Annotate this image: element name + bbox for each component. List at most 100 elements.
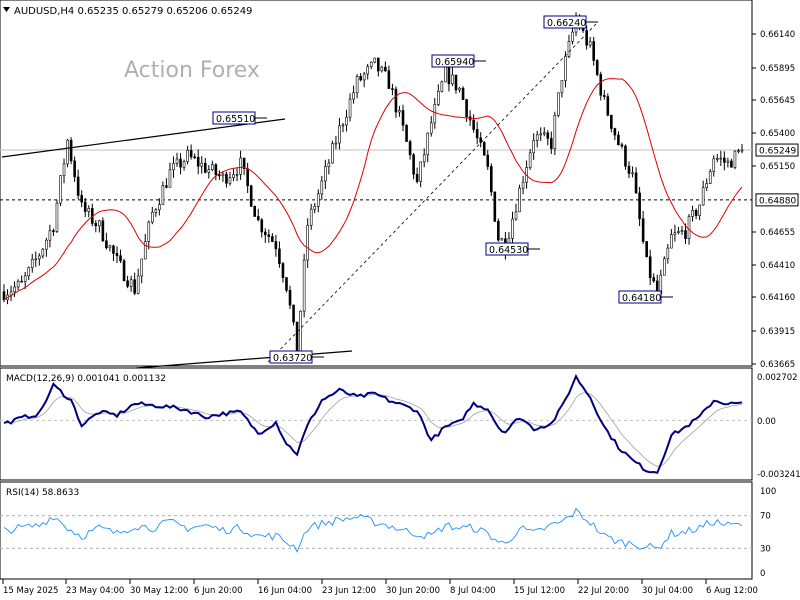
candle [175, 152, 179, 167]
candle [352, 85, 355, 104]
candle [285, 276, 288, 293]
candle [158, 198, 161, 216]
price-annotation: 0.65940 [431, 54, 486, 68]
candle [98, 219, 101, 233]
candle [249, 184, 253, 207]
candle [253, 205, 257, 217]
price-tick-label: 0.66140 [760, 30, 795, 40]
candle [384, 61, 387, 73]
candle [235, 168, 239, 182]
candle [271, 233, 274, 243]
candle [83, 198, 87, 218]
svg-text:0.66240: 0.66240 [547, 18, 586, 29]
candle [112, 244, 115, 261]
candle [694, 208, 698, 220]
candle [214, 163, 218, 181]
candle [684, 223, 687, 244]
candle [486, 149, 490, 170]
candle [426, 132, 430, 163]
candle [451, 67, 454, 87]
svg-text:0.64530: 0.64530 [489, 245, 528, 256]
time-tick-label: 22 Jul 20:00 [578, 586, 629, 596]
candle [599, 71, 603, 101]
svg-text:0.64880: 0.64880 [759, 196, 796, 206]
candle [221, 171, 225, 182]
overlays-group [1, 23, 743, 369]
candle [550, 131, 553, 154]
candle [366, 63, 370, 80]
candle [23, 271, 27, 290]
candle [313, 203, 317, 214]
rsi-tick-label: 70 [760, 512, 771, 522]
candle [94, 220, 98, 233]
candle [147, 220, 151, 250]
candle [80, 190, 83, 208]
candle [140, 258, 144, 284]
candle [108, 244, 112, 252]
rsi-panel-frame [0, 481, 753, 580]
candle [677, 226, 680, 235]
main-panel-frame [0, 0, 753, 367]
candle [620, 142, 624, 149]
candle [701, 180, 705, 206]
candle [723, 151, 726, 171]
candle [52, 228, 55, 236]
candle [348, 93, 352, 122]
candle [610, 114, 613, 133]
candle [645, 241, 648, 258]
candle [34, 251, 38, 267]
candle [362, 72, 366, 88]
candle [267, 229, 271, 243]
candle [433, 98, 437, 129]
candle [256, 208, 260, 222]
candle [560, 80, 564, 98]
candle [122, 258, 126, 282]
candle [429, 116, 433, 137]
candle [497, 218, 500, 242]
candle [535, 130, 539, 148]
candle [726, 157, 730, 168]
candle [355, 74, 359, 99]
candle [129, 275, 133, 292]
price-tick-label: 0.65645 [760, 96, 795, 106]
candle [401, 104, 405, 132]
candle [641, 210, 645, 244]
candle [119, 249, 122, 264]
candle [514, 203, 518, 221]
macd-layer: 0.002702 0.00 -0.003241 [0, 373, 800, 480]
candle [419, 161, 422, 188]
candle [592, 36, 595, 66]
candle [154, 208, 158, 217]
candle [203, 157, 207, 174]
candle [292, 304, 295, 326]
candle [38, 253, 41, 266]
candle [239, 150, 242, 180]
price-tick-label: 0.63665 [760, 360, 795, 370]
candle [412, 153, 415, 180]
lower-trendline [135, 350, 353, 369]
candle [733, 150, 737, 170]
candle [16, 279, 20, 291]
main-price-axis: 0.66140 0.65895 0.65645 0.65400 0.65150 0.646… [752, 30, 799, 370]
candle [557, 92, 560, 118]
candle [546, 130, 550, 146]
candle [539, 127, 543, 142]
time-tick-label: 15 May 2025 [3, 586, 58, 596]
symbol-info: AUDUSD,H4 0.65235 0.65279 0.65206 0.6524… [14, 6, 252, 17]
candle [218, 170, 221, 180]
price-annotation: 0.65510 [212, 111, 267, 125]
candle [274, 234, 278, 257]
candle [394, 86, 398, 118]
level-price-label: 0.64880 [755, 193, 799, 207]
candle [528, 149, 532, 170]
candle [617, 131, 620, 146]
candle [207, 165, 211, 179]
candle [151, 206, 154, 225]
time-tick-label: 16 Jun 04:00 [258, 586, 312, 596]
candle [143, 233, 147, 260]
candle [680, 225, 684, 235]
price-tick-label: 0.63915 [760, 327, 795, 337]
collapse-arrow-icon[interactable] [3, 7, 10, 12]
candle [316, 189, 320, 213]
